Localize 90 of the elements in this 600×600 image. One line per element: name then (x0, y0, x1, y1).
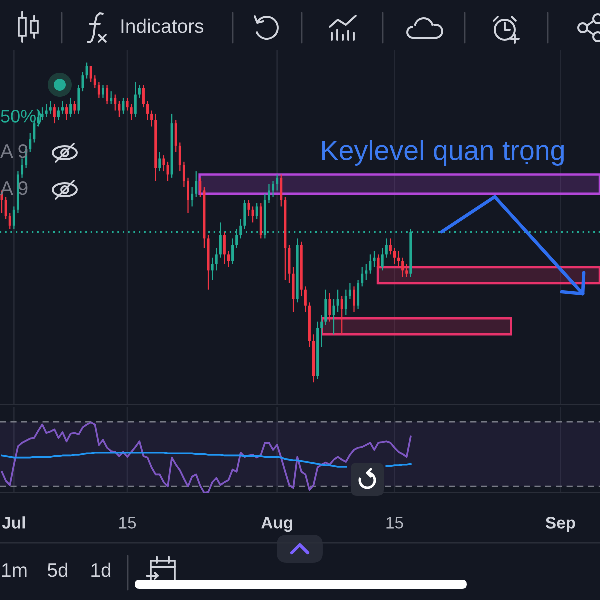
text: Indicators (122, 18, 204, 34)
candlestick (195, 170, 198, 198)
candlestick (21, 158, 24, 178)
candlestick (357, 280, 360, 310)
candlestick (130, 104, 133, 121)
x-tick-label: 15 (120, 517, 136, 529)
candlestick (150, 110, 154, 128)
candlestick (385, 238, 388, 258)
candlestick (227, 250, 230, 268)
candlestick (276, 174, 279, 192)
candlestick (98, 81, 100, 99)
x-tick-label: Aug (262, 517, 292, 532)
candlestick (162, 154, 166, 172)
candlestick (240, 218, 242, 240)
candlestick (106, 84, 109, 105)
candlestick (352, 286, 356, 313)
candlestick (41, 107, 44, 121)
candlestick (138, 84, 141, 99)
candlestick (402, 257, 404, 278)
candlestick (199, 177, 202, 198)
candlestick (191, 186, 194, 208)
annotation: Keylevel quan trọng (322, 140, 564, 166)
candlestick (53, 104, 56, 124)
x-tick-label: Sep (546, 517, 576, 532)
candlestick (166, 161, 170, 182)
candlestick (8, 212, 12, 230)
candlestick (110, 91, 113, 105)
candlestick (393, 248, 396, 265)
candlestick (268, 184, 270, 204)
text: 1d (92, 562, 111, 578)
candlestick (324, 289, 328, 326)
candlestick (344, 289, 348, 316)
candlestick (62, 100, 64, 115)
candlestick (102, 84, 104, 99)
candlestick (178, 142, 182, 172)
candlestick (118, 100, 121, 118)
candlestick (174, 120, 178, 153)
candlestick (114, 94, 117, 112)
candlestick (361, 266, 364, 288)
text: 1m (2, 564, 27, 578)
candlestick (336, 289, 340, 313)
candlestick (377, 254, 380, 272)
candlestick (348, 282, 352, 300)
candlestick (49, 100, 52, 115)
candlestick (158, 152, 162, 172)
candlestick (328, 292, 332, 322)
candlestick (223, 232, 226, 265)
candlestick (248, 200, 250, 217)
candlestick (215, 248, 218, 272)
candlestick (373, 250, 376, 268)
candlestick (320, 314, 324, 348)
candlestick (365, 264, 368, 281)
candlestick (381, 248, 384, 272)
candlestick (280, 174, 283, 208)
candlestick (134, 81, 137, 118)
candlestick (90, 65, 92, 83)
candlestick (4, 196, 8, 220)
candlestick (398, 250, 400, 268)
candlestick (122, 97, 125, 115)
candlestick (211, 257, 214, 281)
x-tick-label: Jul (2, 516, 26, 529)
candlestick (86, 62, 88, 80)
candlestick (256, 202, 258, 220)
candlestick (389, 238, 392, 256)
candlestick (94, 75, 96, 89)
candlestick (406, 264, 408, 278)
candlestick (369, 254, 372, 274)
candlestick (304, 286, 307, 313)
candlestick (146, 100, 150, 121)
candlestick (57, 107, 60, 121)
candlestick (252, 206, 254, 224)
candlestick (78, 84, 80, 115)
candlestick (74, 100, 76, 115)
candlestick (82, 72, 84, 92)
candlestick (12, 206, 16, 230)
candlestick (29, 132, 32, 153)
candlestick (66, 104, 68, 121)
candlestick (142, 84, 145, 108)
candlestick (70, 97, 72, 118)
candlestick (187, 177, 190, 214)
text: 5d (48, 562, 68, 578)
candlestick (126, 97, 129, 112)
candlestick (272, 180, 275, 198)
x-tick-label: 15 (386, 517, 404, 529)
candlestick (232, 238, 234, 265)
candlestick (332, 298, 336, 336)
candlestick (45, 104, 48, 118)
candlestick (244, 200, 246, 230)
candlestick (340, 296, 344, 336)
candlestick (182, 161, 186, 188)
